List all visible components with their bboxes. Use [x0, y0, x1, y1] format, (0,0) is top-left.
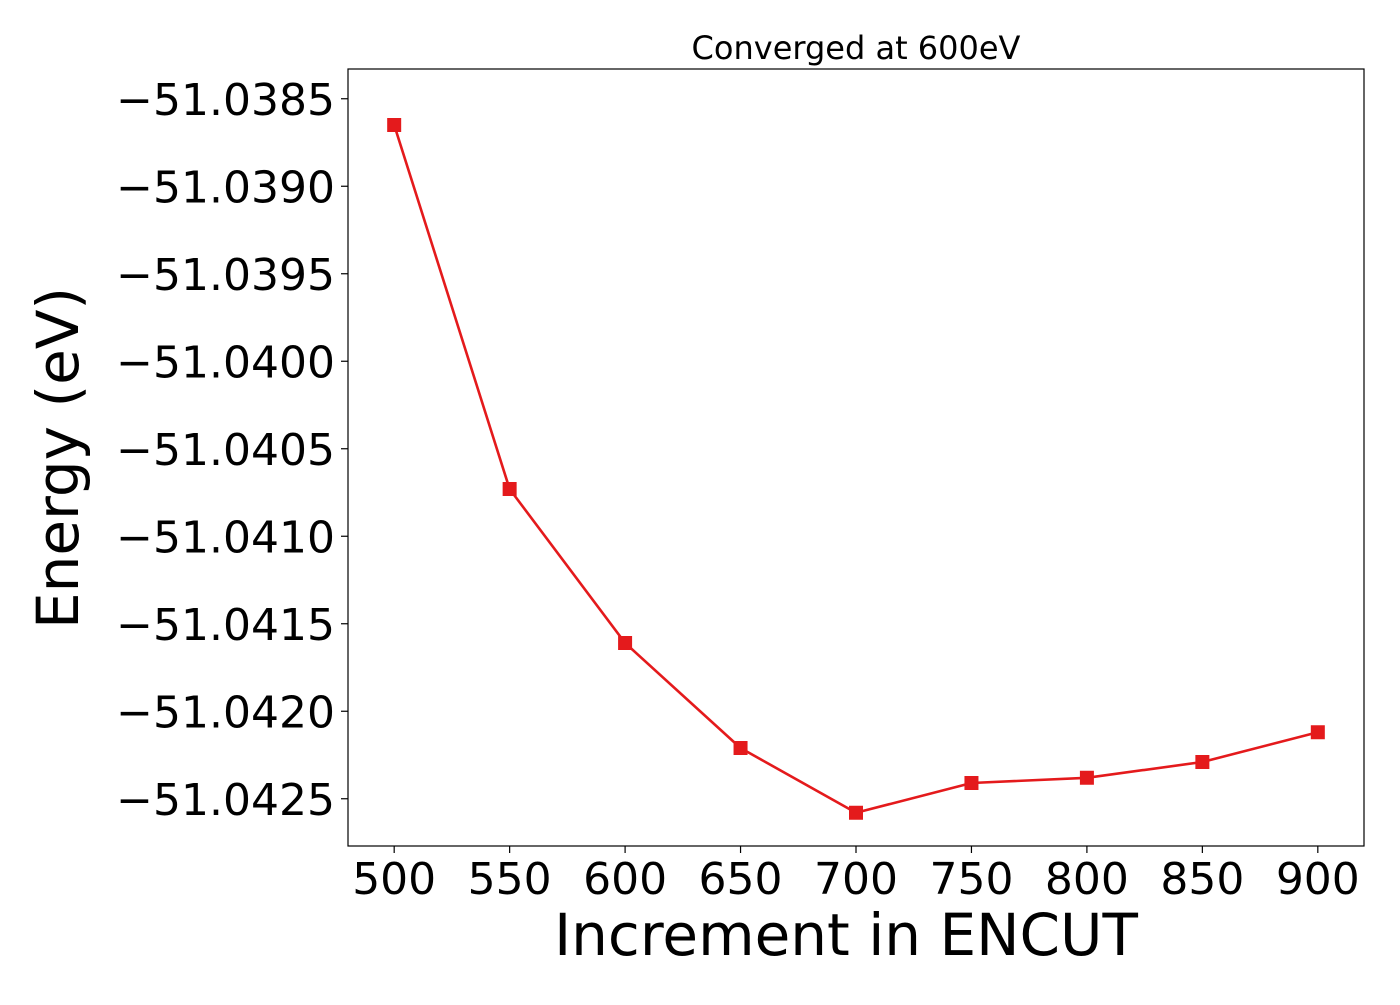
data-point-marker	[1079, 770, 1094, 785]
data-point-marker	[387, 118, 402, 132]
y-tick-label: −51.0395	[116, 250, 335, 301]
plot-area: 500 550 600 650 700 750 800 850 900 −51.0385 −51.0…	[116, 68, 1365, 905]
data-point-marker	[964, 776, 979, 790]
chart-title: Converged at 600eV	[692, 29, 1021, 67]
data-point-marker	[502, 482, 517, 496]
y-tick-label: −51.0390	[116, 162, 335, 213]
data-point-marker	[733, 741, 748, 755]
y-tick-label: −51.0400	[116, 337, 335, 388]
y-tick-label: −51.0420	[116, 687, 335, 738]
y-tick-label: −51.0405	[116, 425, 335, 476]
data-point-marker	[849, 805, 863, 820]
x-tick-label: 850	[1160, 854, 1244, 905]
data-point-marker	[618, 636, 633, 650]
y-tick-label: −51.0415	[116, 600, 335, 651]
data-point-marker	[1195, 755, 1210, 769]
y-tick-label: −51.0385	[116, 75, 335, 126]
data-point-marker	[1310, 725, 1325, 740]
x-tick-label: 500	[352, 854, 436, 905]
x-axis-label: Increment in ENCUT	[554, 901, 1138, 969]
y-tick-label: −51.0410	[116, 512, 335, 563]
x-tick-label: 750	[929, 854, 1013, 905]
x-tick-label: 800	[1045, 854, 1129, 905]
y-axis-label: Energy (eV)	[24, 287, 92, 629]
x-tick-label: 700	[814, 854, 898, 905]
x-tick-label: 600	[583, 854, 667, 905]
x-tick-label: 550	[468, 854, 552, 905]
x-tick-label: 650	[699, 854, 783, 905]
y-tick-label: −51.0425	[116, 775, 335, 826]
x-tick-label: 900	[1276, 854, 1360, 905]
